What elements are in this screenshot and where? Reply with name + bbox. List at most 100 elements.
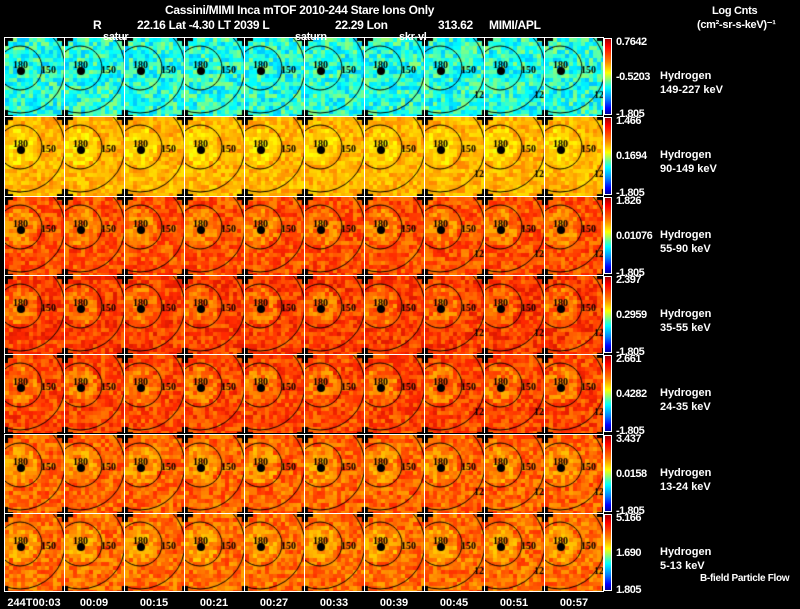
heatmap-panel — [544, 354, 604, 434]
heatmap-cells — [185, 355, 244, 434]
heatmap-cells — [305, 275, 364, 355]
r-label: R — [93, 18, 102, 32]
heatmap-panel — [124, 512, 184, 593]
units-title: Log Cnts — [712, 5, 758, 17]
heatmap-panel — [184, 116, 244, 196]
heatmap-panel — [244, 274, 304, 355]
heatmap-cells — [125, 275, 184, 355]
lon-label: 22.29 Lon — [335, 18, 388, 32]
heatmap-panel — [424, 354, 484, 434]
heatmap-cells — [545, 38, 604, 117]
row-label: Hydrogen 35-55 keV — [660, 307, 711, 335]
heatmap-panel — [544, 512, 604, 593]
heatmap-panel — [304, 274, 364, 355]
x-tick-label: 00:21 — [199, 597, 229, 609]
heatmap-cells — [305, 196, 364, 275]
heatmap-cells — [5, 275, 64, 355]
colorbar-mid-label: 0.2959 — [616, 308, 647, 321]
colorbar — [604, 275, 612, 354]
heatmap-cells — [5, 196, 64, 275]
overlay-label-skr: skr-vl — [399, 31, 427, 43]
coords-label: 22.16 Lat -4.30 LT 2039 L — [137, 18, 270, 32]
heatmap-cells — [305, 513, 364, 593]
colorbar-min-label: -1.805 — [616, 345, 645, 358]
heatmap-cells — [425, 117, 484, 196]
heatmap-panel — [244, 354, 304, 434]
heatmap-cells — [425, 513, 484, 593]
heatmap-panel — [244, 116, 304, 196]
heatmap-panel — [184, 433, 244, 513]
colorbar-max-label: 3.437 — [616, 432, 642, 445]
colorbar-mid-label: 0.1694 — [616, 150, 647, 163]
heatmap-cells — [125, 434, 184, 513]
heatmap-panel — [184, 37, 244, 117]
colorbar-min-label: 1.805 — [616, 583, 642, 596]
species-label: Hydrogen — [660, 149, 712, 162]
heatmap-cells — [125, 38, 184, 117]
row-label: Hydrogen 55-90 keV — [660, 228, 711, 256]
heatmap-panel — [364, 354, 424, 434]
heatmap-cells — [305, 38, 364, 117]
energy-label: 90-149 keV — [660, 163, 717, 176]
heatmap-cells — [245, 275, 304, 355]
heatmap-cells — [5, 117, 64, 196]
colorbar-mid-label: 1.690 — [616, 546, 642, 559]
heatmap-cells — [365, 117, 424, 196]
heatmap-cells — [185, 513, 244, 593]
heatmap-panel — [544, 116, 604, 196]
heatmap-cells — [545, 275, 604, 355]
heatmap-panel — [544, 274, 604, 355]
heatmap-panel — [4, 433, 64, 513]
x-tick-label: 244T00:03 — [7, 597, 61, 609]
heatmap-panel — [64, 512, 124, 593]
heatmap-panel — [244, 433, 304, 513]
heatmap-panel — [124, 116, 184, 196]
heatmap-panel — [424, 195, 484, 275]
heatmap-panel — [124, 195, 184, 275]
heatmap-panel — [484, 274, 544, 355]
colorbar-mid-label: -0.5203 — [616, 71, 650, 83]
heatmap-panel — [304, 37, 364, 117]
colorbar-max-label: 2.661 — [616, 353, 642, 366]
heatmap-panel — [4, 354, 64, 434]
heatmap-cells — [485, 434, 544, 513]
heatmap-cells — [65, 355, 124, 434]
heatmap-panel — [124, 37, 184, 117]
heatmap-cells — [185, 196, 244, 275]
heatmap-panel — [424, 433, 484, 513]
heatmap-cells — [185, 275, 244, 355]
heatmap-panel — [184, 354, 244, 434]
heatmap-cells — [5, 434, 64, 513]
colorbar — [604, 355, 612, 433]
heatmap-panel — [484, 195, 544, 275]
heatmap-cells — [365, 196, 424, 275]
heatmap-cells — [305, 434, 364, 513]
heatmap-panel — [304, 354, 364, 434]
heatmap-panel — [4, 512, 64, 593]
heatmap-cells — [425, 38, 484, 117]
x-tick-label: 00:39 — [379, 597, 409, 609]
heatmap-cells — [5, 513, 64, 593]
heatmap-cells — [65, 196, 124, 275]
row-label: Hydrogen 5-13 keV — [660, 545, 711, 573]
heatmap-cells — [485, 117, 544, 196]
heatmap-cells — [485, 38, 544, 117]
heatmap-cells — [125, 513, 184, 593]
heatmap-cells — [425, 275, 484, 355]
heatmap-panel — [244, 37, 304, 117]
heatmap-panel — [184, 274, 244, 355]
species-label: Hydrogen — [660, 307, 712, 320]
colorbar — [604, 38, 612, 116]
heatmap-cells — [245, 355, 304, 434]
x-tick-label: 00:45 — [439, 597, 469, 609]
heatmap-cells — [245, 117, 304, 196]
heatmap-cells — [545, 513, 604, 593]
heatmap-cells — [485, 196, 544, 275]
heatmap-cells — [245, 196, 304, 275]
heatmap-panel — [124, 354, 184, 434]
heatmap-cells — [425, 196, 484, 275]
heatmap-cells — [185, 117, 244, 196]
colorbar-max-label: 2.397 — [616, 273, 642, 286]
energy-label: 35-55 keV — [660, 321, 711, 334]
colorbar — [604, 196, 612, 274]
